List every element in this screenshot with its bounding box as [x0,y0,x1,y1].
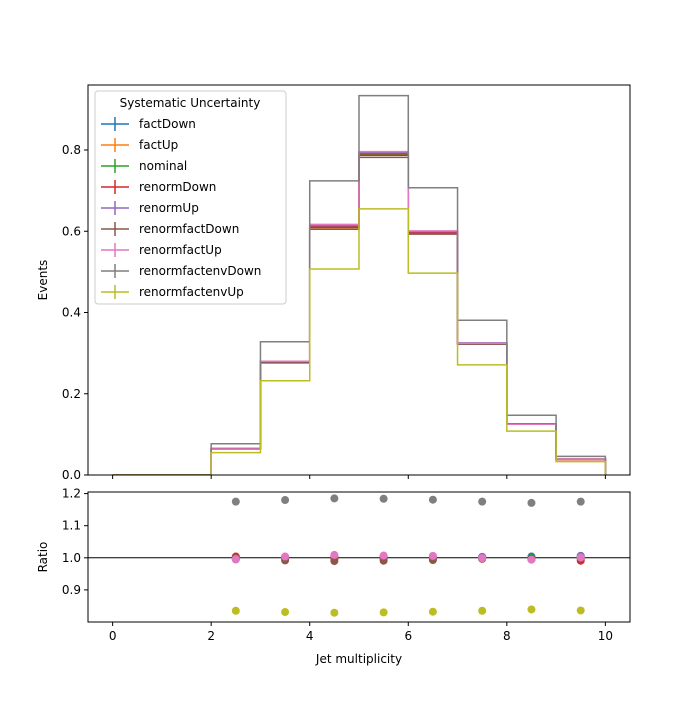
ratio-point-renormfactenvDown [231,497,240,506]
main-x-ticks [112,475,606,479]
series-line-renormfactUp [112,150,607,475]
ratio-point-renormfactenvUp [330,608,339,617]
main-y-tick-label: 0.2 [62,387,81,401]
ratio-point-renormfactUp [281,552,290,561]
ratio-x-tick-label: 0 [109,629,117,643]
main-y-tick-label: 0.8 [62,143,81,157]
legend-label: renormfactenvUp [139,285,244,299]
ratio-point-renormfactenvDown [379,494,388,503]
ratio-x-ticks: 0 2 4 6 8 10 [109,622,613,643]
ratio-y-tick-label: 1.2 [62,487,81,501]
ratio-axes-frame [87,491,631,623]
series-line-renormfactenvUp [112,208,607,475]
legend-item-factUp: factUp [101,138,178,152]
legend-item-renormfactenvUp: renormfactenvUp [101,285,244,299]
ratio-x-tick-label: 6 [404,629,412,643]
legend-item-renormfactUp: renormfactUp [101,243,222,257]
ratio-point-renormfactenvDown [527,498,536,507]
ratio-x-tick-label: 2 [207,629,215,643]
legend-label: factDown [139,117,196,131]
legend-item-renormUp: renormUp [101,201,199,215]
main-y-tick-label: 0.0 [62,468,81,482]
legend-item-renormDown: renormDown [101,180,216,194]
legend-label: nominal [139,159,187,173]
series-line-renormfactenvDown [112,94,607,475]
ratio-point-renormfactenvDown [428,495,437,504]
ratio-point-renormfactenvDown [576,497,585,506]
main-series-group [112,94,607,475]
ratio-point-renormfactenvUp [281,608,290,617]
legend: Systematic Uncertainty factDown factUp nom… [94,90,287,305]
ratio-y-ticks: 0.9 1.0 1.1 1.2 [62,487,88,597]
legend-label: renormDown [139,180,216,194]
legend-label: factUp [139,138,178,152]
main-y-axis-label: Events [36,260,50,301]
ratio-point-renormfactenvUp [428,607,437,616]
ratio-point-renormfactUp [527,555,536,564]
legend-item-factDown: factDown [101,117,196,131]
ratio-x-tick-label: 4 [306,629,314,643]
ratio-point-renormfactenvUp [379,608,388,617]
ratio-y-tick-label: 1.1 [62,519,81,533]
main-panel: 0.0 0.2 0.4 0.6 0.8 Events Systematic Uncert… [36,84,631,482]
ratio-y-tick-label: 1.0 [62,551,81,565]
ratio-point-renormfactUp [330,550,339,559]
ratio-point-renormfactenvUp [478,606,487,615]
main-y-tick-label: 0.4 [62,306,81,320]
legend-item-nominal: nominal [101,159,187,173]
legend-label: renormfactenvDown [139,264,261,278]
legend-label: renormUp [139,201,199,215]
legend-box [94,90,287,305]
ratio-point-renormfactDown [330,557,339,566]
ratio-point-renormfactUp [231,555,240,564]
ratio-point-renormfactenvDown [478,497,487,506]
legend-title: Systematic Uncertainty [120,96,261,110]
ratio-series-group [231,494,585,617]
ratio-point-renormfactUp [379,551,388,560]
main-axes-frame [87,84,631,476]
legend-label: renormfactDown [139,222,239,236]
main-y-tick-label: 0.6 [62,224,81,238]
main-y-ticks: 0.0 0.2 0.4 0.6 0.8 [62,143,88,482]
ratio-point-renormfactenvDown [281,496,290,505]
ratio-panel: 0.9 1.0 1.1 1.2 0 2 4 6 8 10 Ratio Jet multiplic… [36,487,631,666]
ratio-y-axis-label: Ratio [36,542,50,573]
ratio-point-renormfactUp [576,553,585,562]
ratio-point-renormfactUp [478,554,487,563]
ratio-point-renormfactenvUp [576,606,585,615]
ratio-point-renormfactenvUp [527,605,536,614]
legend-label: renormfactUp [139,243,222,257]
legend-items: factDown factUp nominal renormDown renormUp r… [101,117,261,299]
ratio-x-tick-label: 8 [503,629,511,643]
ratio-point-renormfactenvUp [231,606,240,615]
ratio-x-tick-label: 10 [598,629,613,643]
ratio-y-tick-label: 0.9 [62,583,81,597]
ratio-point-renormfactUp [428,551,437,560]
legend-item-renormfactenvDown: renormfactenvDown [101,264,261,278]
legend-item-renormfactDown: renormfactDown [101,222,239,236]
ratio-point-renormfactenvDown [330,494,339,503]
x-axis-label: Jet multiplicity [315,652,402,666]
